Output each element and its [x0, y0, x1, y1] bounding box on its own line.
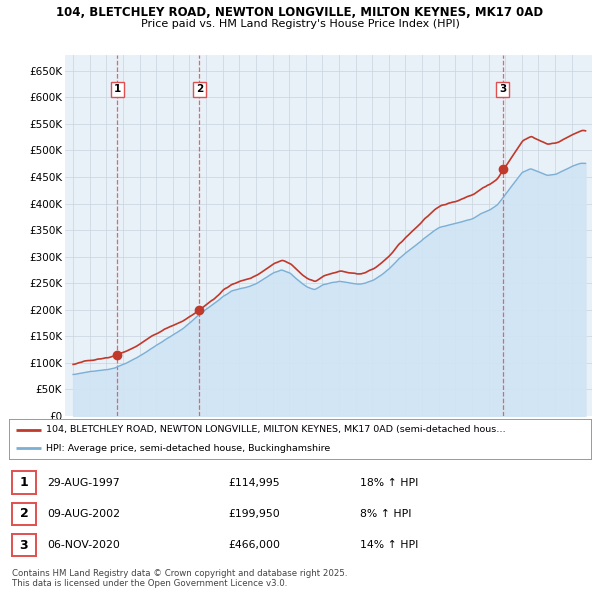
Text: 2: 2	[196, 84, 203, 94]
Text: 1: 1	[20, 476, 28, 489]
Text: 104, BLETCHLEY ROAD, NEWTON LONGVILLE, MILTON KEYNES, MK17 0AD: 104, BLETCHLEY ROAD, NEWTON LONGVILLE, M…	[56, 6, 544, 19]
Text: 06-NOV-2020: 06-NOV-2020	[47, 540, 119, 550]
Text: 3: 3	[20, 539, 28, 552]
Text: 1: 1	[114, 84, 121, 94]
Text: 29-AUG-1997: 29-AUG-1997	[47, 478, 119, 487]
Text: 3: 3	[499, 84, 506, 94]
Text: 8% ↑ HPI: 8% ↑ HPI	[360, 509, 412, 519]
Text: 18% ↑ HPI: 18% ↑ HPI	[360, 478, 418, 487]
Text: 104, BLETCHLEY ROAD, NEWTON LONGVILLE, MILTON KEYNES, MK17 0AD (semi-detached ho: 104, BLETCHLEY ROAD, NEWTON LONGVILLE, M…	[46, 425, 505, 434]
Text: £199,950: £199,950	[228, 509, 280, 519]
Text: £466,000: £466,000	[228, 540, 280, 550]
Text: £114,995: £114,995	[228, 478, 280, 487]
Text: Contains HM Land Registry data © Crown copyright and database right 2025.
This d: Contains HM Land Registry data © Crown c…	[12, 569, 347, 588]
Text: 2: 2	[20, 507, 28, 520]
Text: 09-AUG-2002: 09-AUG-2002	[47, 509, 120, 519]
Text: Price paid vs. HM Land Registry's House Price Index (HPI): Price paid vs. HM Land Registry's House …	[140, 19, 460, 29]
Text: HPI: Average price, semi-detached house, Buckinghamshire: HPI: Average price, semi-detached house,…	[46, 444, 330, 453]
Text: 14% ↑ HPI: 14% ↑ HPI	[360, 540, 418, 550]
